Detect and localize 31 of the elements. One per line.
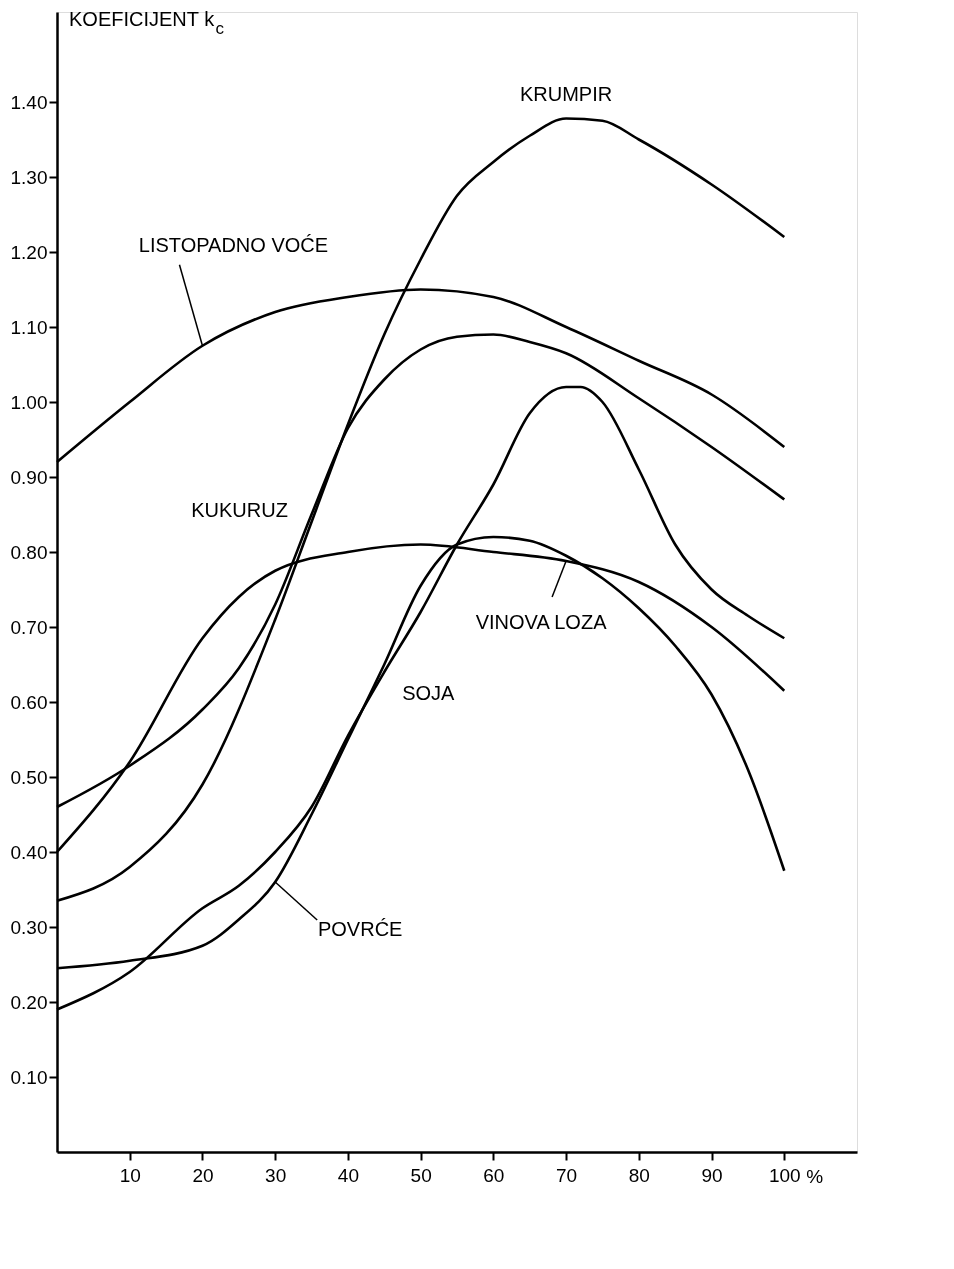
y-tick-label: 0.50 — [10, 766, 48, 788]
x-tick-label: 20 — [192, 1164, 214, 1186]
y-tick-label: 0.10 — [10, 1066, 48, 1088]
x-tick-label: 70 — [556, 1164, 578, 1186]
y-tick-label: 1.10 — [10, 316, 48, 338]
x-axis-title: % — [806, 1166, 824, 1187]
y-tick-label: 1.20 — [10, 241, 48, 263]
series-label: KRUMPIR — [519, 82, 613, 105]
x-tick-label: 100 — [768, 1164, 801, 1186]
legend-label: VINOVA LOZA — [475, 611, 608, 633]
series-label: KUKURUZ — [191, 498, 288, 521]
y-tick-label: 0.30 — [10, 916, 48, 938]
series-label: SOJA — [402, 682, 456, 704]
y-tick-label: 0.70 — [10, 616, 48, 638]
y-tick-label: 1.00 — [10, 391, 48, 413]
x-tick-label: 80 — [628, 1164, 650, 1186]
y-tick-label: 0.40 — [10, 841, 48, 863]
x-tick-label: 10 — [119, 1164, 141, 1186]
y-tick-label: 0.60 — [10, 691, 48, 713]
x-tick-label: 60 — [483, 1164, 505, 1186]
y-tick-label: 0.80 — [10, 541, 48, 563]
y-tick-label: 1.30 — [10, 166, 48, 188]
x-tick-label: 90 — [701, 1164, 723, 1186]
text: LISTOPADNO VOĆE — [138, 233, 329, 256]
x-tick-label: 30 — [265, 1164, 287, 1186]
y-tick-label: 0.20 — [10, 991, 48, 1013]
y-tick-label: 1.40 — [10, 91, 48, 113]
y-tick-label: 0.90 — [10, 466, 48, 488]
x-tick-label: 50 — [410, 1164, 432, 1186]
text: POVRĆE — [317, 918, 403, 940]
x-tick-label: 40 — [337, 1164, 359, 1186]
